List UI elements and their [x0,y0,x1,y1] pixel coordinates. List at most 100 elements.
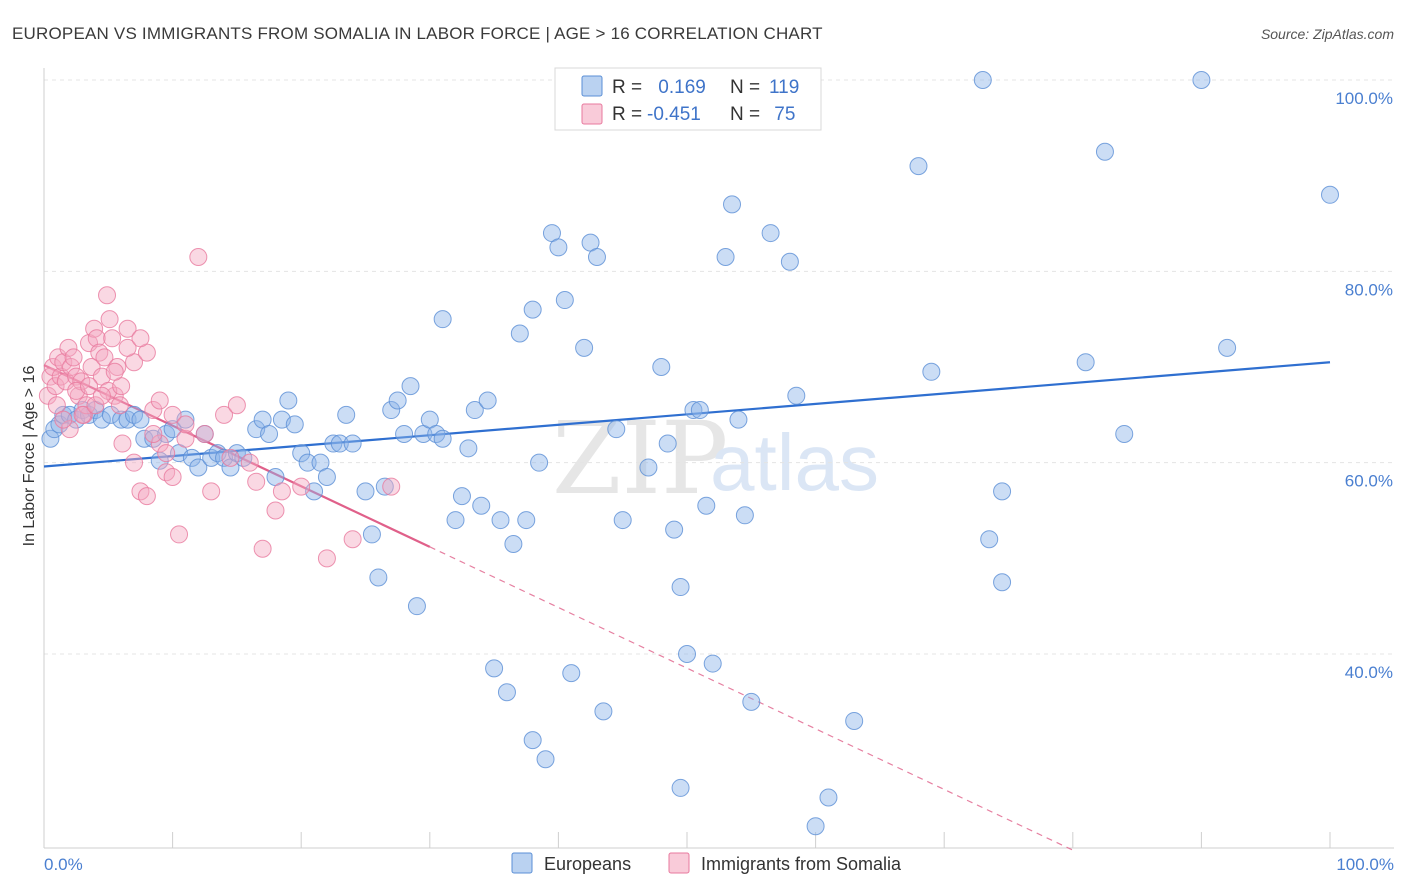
point-europeans [433,310,452,329]
point-somalia [170,525,189,544]
point-somalia [108,358,127,376]
point-somalia [382,477,401,496]
point-somalia [86,396,105,415]
point-europeans [729,410,748,429]
point-europeans [723,195,742,214]
point-somalia [87,329,106,348]
point-europeans [459,439,478,458]
point-europeans [504,534,523,553]
point-europeans [575,338,594,357]
point-europeans [343,434,362,453]
point-somalia [103,329,122,348]
point-europeans [665,520,684,539]
point-somalia [227,396,246,415]
y-tick-labels: 100.0% 80.0% 60.0% 40.0% [1335,89,1393,682]
point-europeans [780,252,799,271]
point-europeans [375,477,394,496]
point-somalia [215,405,234,424]
series-legend-label-europeans: Europeans [544,854,631,874]
point-somalia [113,434,132,453]
legend-swatch-europeans [581,75,603,97]
point-somalia [266,501,285,520]
y-tick-label: 100.0% [1335,89,1393,108]
point-europeans [594,702,613,721]
point-europeans [1218,338,1237,357]
point-somalia [59,338,78,357]
point-somalia [77,396,96,415]
point-somalia [163,405,182,424]
point-europeans [735,506,754,525]
data-points [38,71,1339,836]
point-europeans [510,324,529,343]
point-europeans [993,573,1012,592]
series-somalia [38,247,401,568]
point-somalia [44,358,63,376]
point-europeans [587,247,606,266]
point-europeans [1095,142,1114,161]
point-somalia [131,329,150,348]
point-somalia [73,405,92,424]
point-europeans [298,453,317,472]
point-europeans [639,458,658,477]
point-europeans [101,405,120,424]
point-europeans [478,391,497,410]
point-europeans [182,448,201,467]
point-somalia [202,482,221,501]
point-europeans [845,711,864,730]
point-europeans [703,654,722,673]
point-europeans [369,568,388,587]
point-europeans [523,731,542,750]
point-europeans [658,434,677,453]
point-europeans [491,511,510,530]
point-somalia [80,377,99,396]
series-legend-label-somalia: Immigrants from Somalia [701,854,902,874]
point-somalia [46,377,65,396]
point-somalia [90,343,109,362]
point-europeans [536,750,555,769]
legend-n-label-europeans: N = [730,77,760,98]
point-europeans [909,157,928,176]
point-europeans [1321,185,1339,204]
point-somalia [144,401,163,420]
trend-lines [43,361,1331,851]
legend-n-value-europeans: 119 [769,77,799,98]
point-europeans [678,645,696,663]
point-europeans [980,530,999,549]
chart-source: Source: ZipAtlas.com [1261,26,1394,42]
point-europeans [555,291,574,310]
y-tick-label: 80.0% [1345,280,1393,299]
point-somalia [240,453,259,472]
watermark: ZIP atlas [552,400,879,517]
point-europeans [993,482,1012,501]
point-europeans [131,410,150,429]
legend-swatch-somalia [581,103,603,125]
point-europeans [388,391,407,410]
legend-r-label-europeans: R = [612,77,642,98]
point-europeans [549,238,568,257]
chart-title: EUROPEAN VS IMMIGRANTS FROM SOMALIA IN L… [12,24,823,43]
point-europeans [485,659,504,678]
point-europeans [497,683,516,702]
point-europeans [292,444,311,463]
point-somalia [137,487,156,506]
point-europeans [684,401,703,420]
legend-r-label-somalia: R = [612,104,642,125]
legend-r-value-somalia: -0.451 [647,104,701,125]
point-somalia [64,348,83,367]
x-tick-left: 0.0% [44,855,83,874]
point-europeans [787,386,806,405]
series-legend-swatch-europeans [511,852,533,874]
point-somalia [95,348,114,367]
point-somalia [118,338,137,357]
point-europeans [362,525,381,544]
point-europeans [530,453,549,472]
watermark-atlas: atlas [710,418,879,507]
point-somalia [144,424,163,443]
series-legend: Europeans Immigrants from Somalia [511,852,902,874]
axes [43,68,1394,849]
series-legend-swatch-somalia [668,852,690,874]
point-somalia [110,396,129,415]
trend-line-somalia [43,364,431,548]
y-axis-label: In Labor Force | Age > 16 [21,366,38,547]
